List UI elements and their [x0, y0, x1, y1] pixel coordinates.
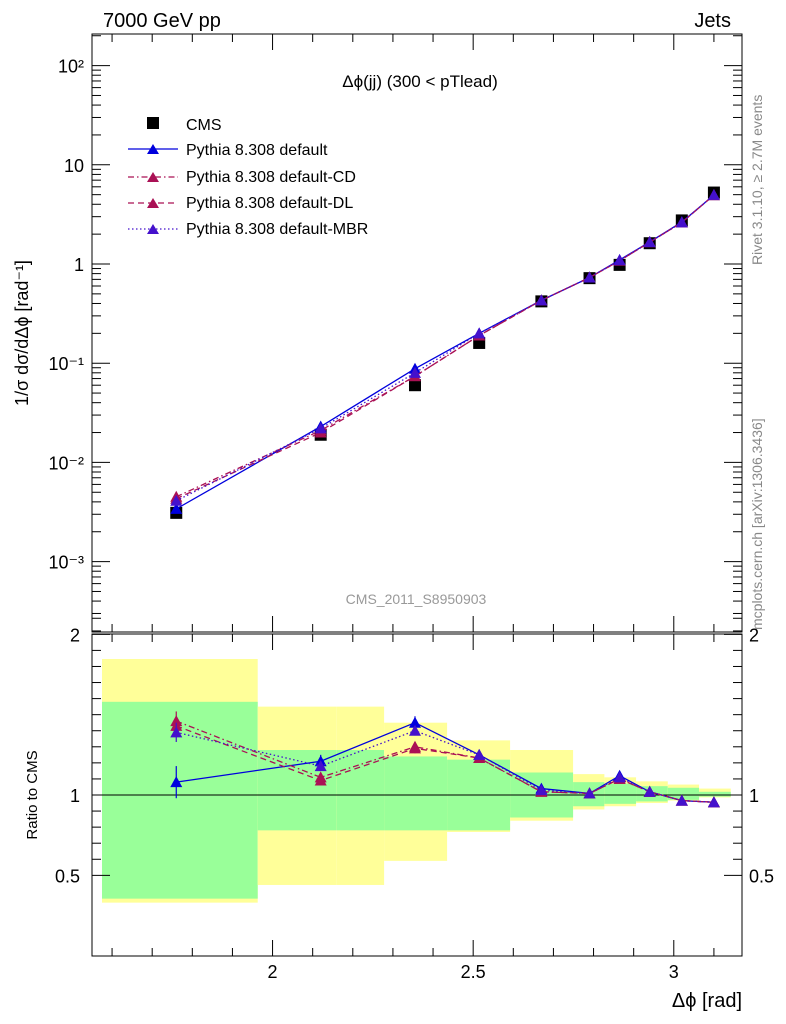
xtick-label: 2	[268, 962, 278, 982]
ratio-uncertainty-bands	[102, 659, 731, 903]
main-title: Δϕ(jj) (300 < pTlead)	[342, 72, 498, 91]
ratio-ytick-label: 1	[70, 786, 80, 806]
data-point-cms	[408, 379, 421, 392]
ratio-marker-mbr	[170, 726, 183, 738]
ytick-label: 10⁻¹	[48, 354, 84, 374]
main-ylabel: 1/σ dσ/dΔϕ [rad⁻¹]	[12, 260, 32, 406]
legend-label-cms: CMS	[186, 117, 222, 134]
series-line-dl	[175, 194, 715, 500]
marker-mbr	[707, 188, 720, 200]
ratio-marker-mbr	[643, 785, 656, 797]
band-inner	[699, 791, 731, 797]
marker-mbr	[643, 236, 656, 248]
marker-mbr	[675, 216, 688, 228]
ytick-label: 1	[74, 255, 84, 275]
marker-mbr	[314, 422, 327, 434]
band-inner	[604, 783, 637, 804]
ratio-marker-default	[408, 716, 421, 728]
series-line-mbr	[175, 194, 715, 502]
marker-mbr	[535, 294, 548, 306]
ratio-marker-mbr	[583, 787, 596, 799]
legend-marker-dl	[147, 198, 159, 208]
ratio-marker-mbr	[675, 794, 688, 806]
legend-label-cd: Pythia 8.308 default-CD	[186, 169, 356, 186]
series-line-cd	[175, 194, 715, 498]
mcplots-label-text: mcplots.cern.ch [arXiv:1306.3436]	[749, 418, 765, 630]
legend-marker-mbr	[147, 224, 159, 234]
ratio-ytick-label: 2	[70, 625, 80, 645]
rivet-label-text: Rivet 3.1.10, ≥ 2.7M events	[749, 95, 765, 265]
marker-default	[170, 502, 183, 514]
band-inner	[257, 750, 337, 831]
legend-label-default: Pythia 8.308 default	[186, 142, 328, 159]
analysis-tag: CMS_2011_S8950903	[346, 591, 487, 607]
xtick-label: 3	[669, 962, 679, 982]
xlabel: Δϕ [rad]	[672, 990, 742, 1012]
ratio-line-mbr	[176, 730, 714, 803]
ratio-marker-mbr	[314, 760, 327, 772]
ratio-ylabel-text: Ratio to CMS	[24, 750, 41, 839]
ratio-ytick-label-right: 0.5	[749, 866, 774, 886]
marker-mbr	[613, 254, 626, 266]
ytick-label: 10⁻³	[48, 553, 84, 573]
ratio-series-layer	[170, 711, 720, 808]
main-ylabel-text: 1/σ dσ/dΔϕ [rad⁻¹]	[12, 260, 32, 406]
ratio-ytick-label-right: 2	[749, 625, 759, 645]
band-inner	[102, 701, 258, 899]
legend-marker-cd	[147, 172, 159, 182]
legend-marker-default	[147, 144, 159, 154]
ratio-ytick-label: 0.5	[55, 866, 80, 886]
mcplots-label: mcplots.cern.ch [arXiv:1306.3436]	[749, 418, 765, 630]
ratio-marker-mbr	[408, 724, 421, 736]
ytick-label: 10	[64, 156, 84, 176]
ratio-marker-default	[170, 776, 183, 788]
axis-ticks: 10⁻³ 10⁻² 10⁻¹ 1 10 10² 2 2.5 3 0.5 0.5 1 1 2 2	[48, 34, 774, 982]
ratio-marker-mbr	[613, 771, 626, 783]
legend: CMS Pythia 8.308 default Pythia 8.308 de…	[128, 117, 368, 238]
legend-label-mbr: Pythia 8.308 default-MBR	[186, 221, 368, 238]
ytick-label: 10²	[58, 57, 84, 77]
rivet-label: Rivet 3.1.10, ≥ 2.7M events	[749, 95, 765, 265]
marker-mbr	[473, 327, 486, 339]
xtick-label: 2.5	[461, 962, 486, 982]
ratio-marker-mbr	[473, 748, 486, 760]
ratio-marker-dl	[314, 774, 327, 786]
band-inner	[667, 787, 700, 800]
header-right: Jets	[694, 10, 731, 32]
ratio-marker-mbr	[535, 784, 548, 796]
legend-label-dl: Pythia 8.308 default-DL	[186, 195, 353, 212]
header-left: 7000 GeV pp	[103, 10, 221, 32]
series-line-default	[175, 194, 715, 510]
band-inner	[336, 750, 385, 831]
marker-mbr	[408, 366, 421, 378]
legend-marker-cms	[147, 117, 159, 129]
marker-mbr	[583, 271, 596, 283]
ratio-marker-dl	[408, 742, 421, 754]
main-series-layer	[170, 186, 720, 519]
band-inner	[384, 756, 448, 831]
ytick-label: 10⁻²	[48, 453, 84, 473]
marker-mbr	[170, 494, 183, 506]
ratio-ylabel: Ratio to CMS	[24, 750, 41, 839]
ratio-line-dl	[176, 725, 714, 803]
ratio-marker-mbr	[707, 796, 720, 808]
ratio-ytick-label-right: 1	[749, 786, 759, 806]
